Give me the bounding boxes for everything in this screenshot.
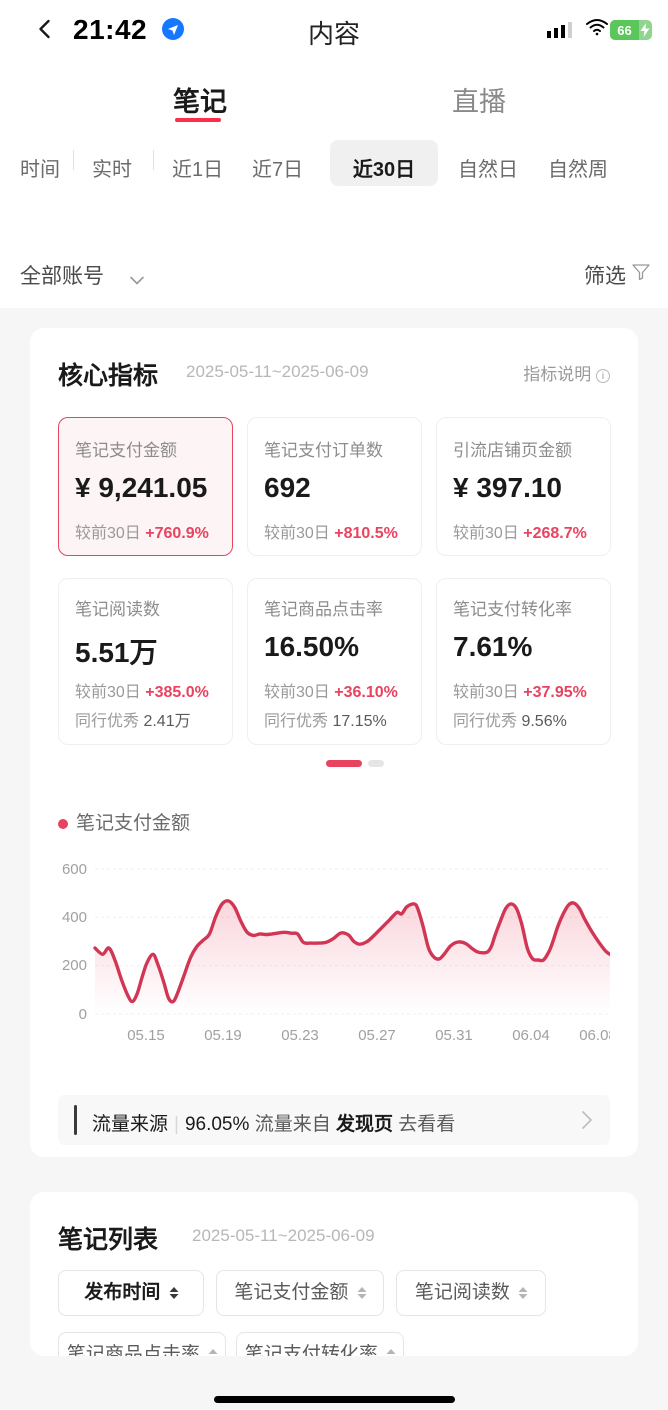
svg-text:06.08: 06.08 bbox=[579, 1027, 610, 1044]
svg-text:05.23: 05.23 bbox=[281, 1027, 319, 1044]
svg-text:06.04: 06.04 bbox=[512, 1027, 550, 1044]
svg-text:05.15: 05.15 bbox=[127, 1027, 165, 1044]
svg-text:05.19: 05.19 bbox=[204, 1027, 242, 1044]
svg-text:05.27: 05.27 bbox=[358, 1027, 396, 1044]
svg-text:600: 600 bbox=[62, 861, 87, 878]
svg-text:400: 400 bbox=[62, 909, 87, 926]
svg-text:200: 200 bbox=[62, 957, 87, 974]
svg-text:0: 0 bbox=[79, 1006, 87, 1023]
svg-text:05.31: 05.31 bbox=[435, 1027, 473, 1044]
